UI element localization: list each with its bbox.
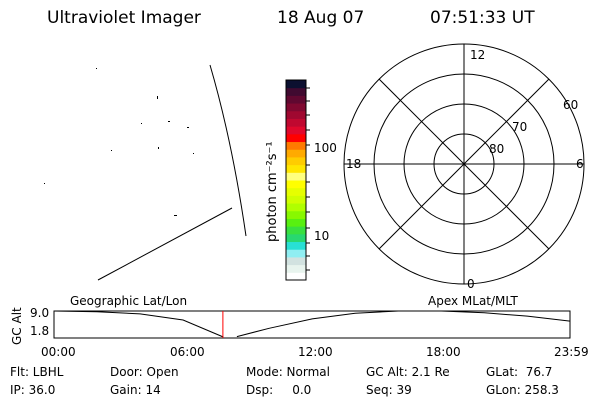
xtick-3: 18:00 <box>426 345 461 359</box>
seq-info: Seq: 39 <box>366 383 412 397</box>
diagonal-line <box>378 78 444 144</box>
colorbar-tick-100: 100 <box>314 141 337 155</box>
colorbar-band <box>286 256 306 266</box>
dsp-info: Dsp: 0.0 <box>246 383 312 397</box>
mlt-label-18: 18 <box>346 157 362 171</box>
colorbar-band <box>286 87 306 96</box>
terminator-line <box>97 207 233 281</box>
colorbar-band <box>286 249 306 258</box>
door-info: Door: Open <box>110 365 179 379</box>
gc-alt-info: GC Alt: 2.1 Re <box>366 365 450 379</box>
geographic-label: Geographic Lat/Lon <box>70 294 188 308</box>
xtick-4: 23:59 <box>554 345 589 359</box>
mlt-label-12: 12 <box>470 48 486 62</box>
colorbar-band <box>286 141 306 150</box>
colorbar-band <box>286 110 306 119</box>
colorbar-band <box>286 149 306 158</box>
colorbar-band <box>286 103 306 112</box>
colorbar-band <box>286 80 306 89</box>
altitude-frame <box>53 310 571 339</box>
colorbar-band <box>286 133 306 143</box>
colorbar-frame <box>285 79 307 281</box>
ytick-9: 9.0 <box>30 306 50 320</box>
gain-info: Gain: 14 <box>110 383 161 397</box>
colorbar-band <box>286 195 306 204</box>
instrument-title: Ultraviolet Imager <box>47 8 201 28</box>
colorbar-band <box>286 164 306 173</box>
glat-info: GLat: 76.7 <box>486 365 553 379</box>
gc-alt-curve-after <box>236 310 571 338</box>
colorbar-band <box>286 210 306 219</box>
lat-label-80: 80 <box>489 142 505 156</box>
gc-alt-curve-before <box>53 310 224 338</box>
lat-label-70: 70 <box>512 120 528 134</box>
mlt-label-0: 0 <box>467 277 475 291</box>
xtick-2: 12:00 <box>298 345 333 359</box>
ytick-1-8: 1.8 <box>30 324 50 338</box>
xtick-0: 00:00 <box>41 345 76 359</box>
colorbar-label: photon cm⁻²s⁻¹ <box>265 141 280 242</box>
ip-info: IP: 36.0 <box>10 383 56 397</box>
colorbar <box>285 79 310 281</box>
colorbar-band <box>286 172 306 181</box>
diagonal-line <box>484 78 550 144</box>
glon-info: GLon: 258.3 <box>486 383 559 397</box>
colorbar-band <box>286 156 306 166</box>
colorbar-band <box>286 180 306 189</box>
gc-alt-axis-label: GC Alt <box>10 307 24 345</box>
diagonal-line <box>484 184 550 250</box>
diagonal-line <box>442 142 486 186</box>
colorbar-band <box>286 118 306 127</box>
polar-grid <box>343 43 585 285</box>
colorbar-tick-10: 10 <box>314 229 330 243</box>
colorbar-band <box>286 272 306 281</box>
colorbar-band <box>286 218 306 227</box>
mode-info: Mode: Normal <box>246 365 330 379</box>
colorbar-band <box>286 95 306 104</box>
altitude-panel <box>53 310 571 339</box>
colorbar-band <box>286 226 306 235</box>
colorbar-band <box>286 233 306 243</box>
lat-label-60: 60 <box>563 98 579 112</box>
colorbar-band <box>286 264 306 273</box>
earth-limb <box>209 64 247 237</box>
mlt-label-6: 6 <box>576 157 584 171</box>
time-label: 07:51:33 UT <box>430 8 535 28</box>
diagonal-line <box>378 184 444 250</box>
uv-image <box>44 64 247 281</box>
filter-info: Flt: LBHL <box>10 365 64 379</box>
date-label: 18 Aug 07 <box>277 8 365 28</box>
colorbar-band <box>286 203 306 212</box>
image-specks <box>44 68 194 216</box>
colorbar-band <box>286 126 306 135</box>
apex-label: Apex MLat/MLT <box>428 294 518 308</box>
colorbar-band <box>286 187 306 196</box>
xtick-1: 06:00 <box>170 345 205 359</box>
colorbar-band <box>286 241 306 250</box>
